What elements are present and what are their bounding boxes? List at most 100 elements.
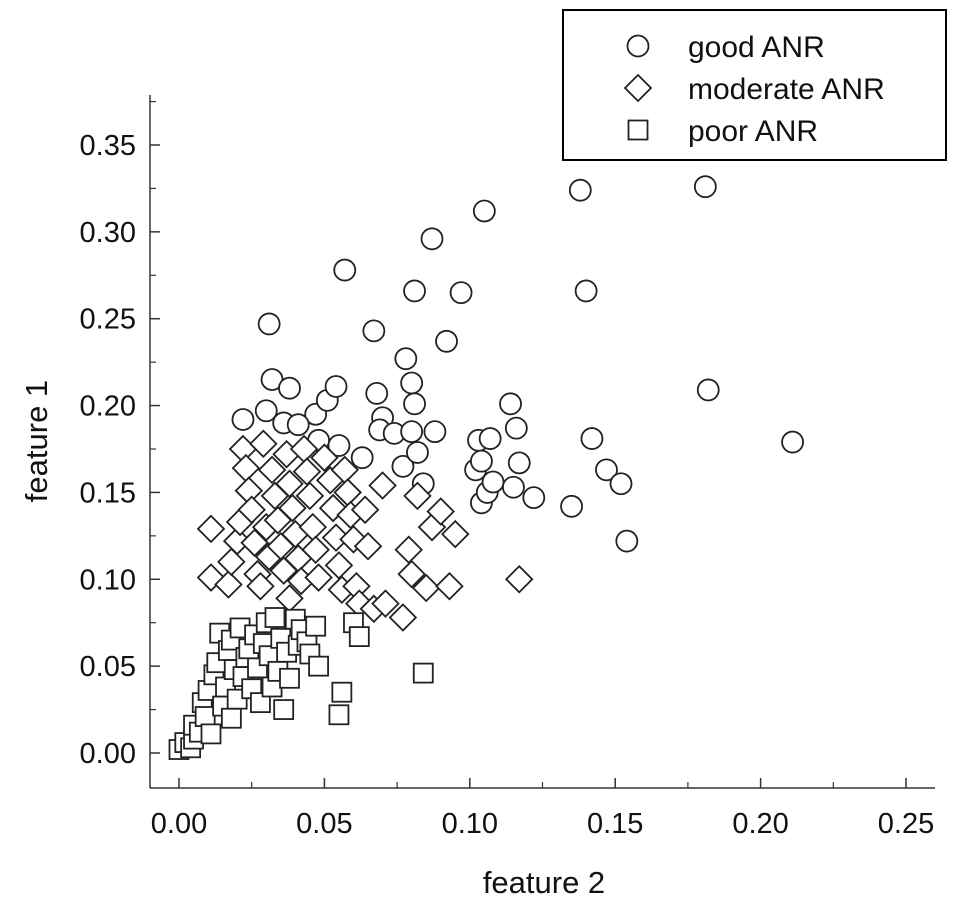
circle-point [615, 529, 639, 553]
circle-point [568, 178, 592, 202]
legend-label: poor ANR [688, 115, 818, 148]
circle-point [403, 392, 426, 416]
legend-circle-icon [626, 34, 650, 58]
x-axis-ticks: 0.00 0.05 0.10 0.15 0.20 0.25 [151, 778, 934, 840]
x-tick-label: 0.05 [296, 808, 352, 840]
circle-point [470, 449, 493, 473]
x-tick-label: 0.15 [587, 808, 643, 840]
diamond-point [321, 523, 351, 552]
circle-point [522, 486, 546, 510]
diamond-point [350, 495, 380, 525]
y-tick-label: 0.20 [80, 391, 136, 423]
y-axis-ticks: 0.00 0.05 0.10 0.15 0.20 0.25 0.30 0.35 [80, 100, 160, 770]
diamond-point [278, 493, 307, 523]
diamond-point [217, 547, 246, 577]
circle-point [499, 392, 522, 416]
square-point [250, 692, 271, 714]
circle-point [350, 446, 374, 470]
circle-point [504, 416, 528, 440]
circle-point [333, 258, 357, 282]
circle-point [365, 382, 389, 405]
diamond-point [397, 559, 426, 589]
legend-square-icon [627, 119, 649, 141]
legend-label: moderate ANR [688, 73, 885, 106]
x-axis-label: feature 2 [483, 865, 605, 900]
diamond-point [231, 453, 261, 483]
diamond-point [394, 535, 424, 565]
diamond-point [301, 535, 330, 565]
diamond-point [435, 571, 464, 601]
legend-diamond-icon [623, 73, 653, 103]
circle-point [400, 371, 424, 395]
diamond-point [257, 455, 287, 485]
diamond-point [426, 497, 455, 526]
circle-point [406, 441, 429, 464]
circle-point [420, 227, 444, 251]
circle-point [478, 427, 502, 450]
y-tick-label: 0.05 [80, 651, 136, 683]
circle-point [595, 458, 618, 482]
square-point [412, 662, 434, 684]
square-point [194, 706, 216, 727]
square-point [279, 667, 300, 689]
square-point [308, 655, 329, 677]
circle-point [254, 399, 278, 423]
y-tick-label: 0.15 [80, 477, 136, 509]
legend: good ANR moderate ANR poor ANR [562, 9, 947, 161]
x-tick-label: 0.20 [732, 808, 788, 840]
x-tick-label: 0.25 [878, 808, 934, 840]
square-point [273, 699, 295, 720]
diamond-point [324, 551, 354, 580]
diamond-point [295, 481, 325, 511]
circle-point [400, 420, 424, 444]
circle-point [391, 454, 415, 478]
diamond-point [440, 519, 470, 549]
circle-point [394, 347, 418, 371]
circle-point [580, 427, 604, 450]
diamond-point [249, 429, 278, 459]
circle-point [362, 319, 386, 343]
circle-point [609, 472, 633, 496]
circle-point [781, 430, 804, 454]
y-tick-label: 0.10 [80, 564, 136, 596]
circle-point [327, 434, 351, 457]
square-point [331, 681, 353, 703]
diamond-point [222, 526, 252, 556]
legend-label: good ANR [688, 31, 825, 64]
y-axis-label: feature 1 [19, 380, 54, 502]
circle-point [481, 470, 505, 494]
circle-point [507, 451, 531, 475]
diamond-point [411, 573, 441, 603]
circle-point [435, 329, 458, 353]
circle-point [502, 475, 525, 499]
data-points [168, 175, 804, 760]
square-point [220, 707, 242, 729]
circle-point [574, 279, 598, 303]
diamond-point [304, 563, 333, 592]
series-circle [231, 175, 804, 553]
circle-point [693, 175, 717, 199]
square-point [328, 704, 350, 726]
x-tick-label: 0.10 [442, 808, 498, 840]
circle-point [472, 199, 496, 223]
series-square [168, 607, 434, 760]
y-tick-label: 0.35 [80, 130, 136, 162]
circle-point [696, 378, 720, 402]
circle-point [560, 494, 583, 518]
square-point [305, 615, 327, 637]
diamond-point [368, 471, 397, 500]
diamond-point [310, 443, 339, 472]
circle-point [286, 413, 310, 437]
circle-point [324, 375, 348, 398]
diamond-point [353, 532, 383, 561]
diamond-point [504, 565, 534, 594]
series-diamond [196, 429, 534, 632]
square-point [200, 723, 222, 745]
circle-point [231, 408, 255, 431]
square-point [348, 626, 370, 648]
circle-point [449, 281, 473, 305]
diamond-point [371, 589, 400, 618]
diamond-point [388, 603, 418, 632]
y-tick-label: 0.00 [80, 738, 136, 770]
